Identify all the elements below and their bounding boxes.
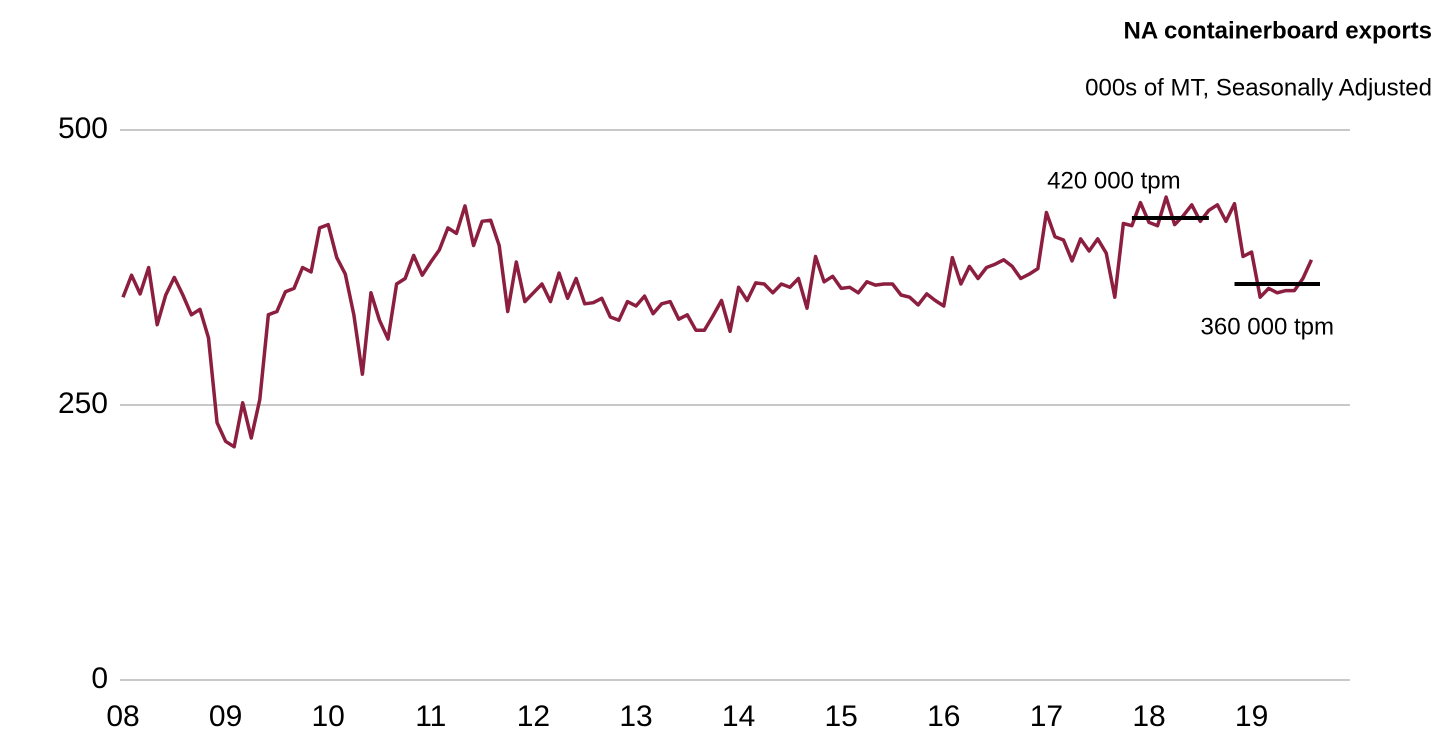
x-tick-label: 11 — [415, 700, 446, 733]
y-tick-label: 500 — [58, 112, 108, 145]
x-tick-label: 09 — [209, 700, 242, 733]
x-tick-label: 17 — [1030, 700, 1063, 733]
x-tick-label: 14 — [722, 700, 755, 733]
x-tick-label: 18 — [1132, 700, 1165, 733]
x-tick-label: 19 — [1235, 700, 1268, 733]
annotation-label: 360 000 tpm — [1201, 313, 1334, 340]
x-tick-label: 15 — [825, 700, 858, 733]
x-tick-label: 12 — [517, 700, 550, 733]
x-tick-label: 13 — [619, 700, 652, 733]
y-tick-label: 250 — [58, 387, 108, 420]
annotation-label: 420 000 tpm — [1047, 167, 1180, 194]
x-tick-label: 08 — [106, 700, 139, 733]
y-tick-label: 0 — [91, 662, 108, 695]
data-line — [121, 195, 1314, 449]
x-tick-label: 16 — [927, 700, 960, 733]
x-tick-label: 10 — [312, 700, 345, 733]
chart-subtitle: 000s of MT, Seasonally Adjusted — [1085, 74, 1432, 101]
chart-title: NA containerboard exports — [1124, 17, 1433, 44]
